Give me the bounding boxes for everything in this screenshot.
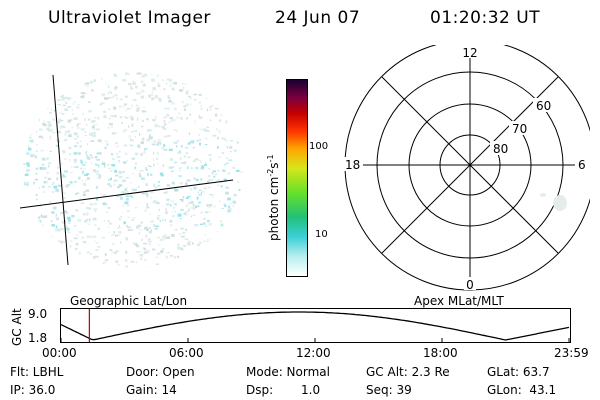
colorbar-tick-100: 100 — [309, 141, 329, 152]
xtick-0600: 06:00 — [169, 346, 204, 360]
instrument-title: Ultraviolet Imager — [48, 8, 211, 28]
altitude-curve — [60, 311, 570, 341]
colorbar-unit-label: photon cm-2s-1 — [266, 154, 281, 241]
mode-info: Mode: Normal — [246, 365, 330, 379]
xtick-2359: 23:59 — [554, 346, 589, 360]
mlt-label-18: 18 — [345, 158, 360, 172]
seq-info: Seq: 39 — [366, 383, 412, 397]
ip-info: IP: 36.0 — [10, 383, 56, 397]
geo-latitude-line — [19, 179, 234, 209]
mlt-label-0: 0 — [466, 278, 474, 292]
xtick-1800: 18:00 — [423, 346, 458, 360]
altitude-strip-chart — [60, 308, 571, 343]
strip-frame — [60, 308, 571, 343]
mlat-label-70: 70 — [512, 122, 527, 136]
intensity-colorbar — [286, 79, 308, 277]
glon-info: GLon: 43.1 — [487, 383, 557, 397]
xtick-1200: 12:00 — [296, 346, 331, 360]
mlt-label-12: 12 — [462, 46, 477, 60]
geographic-image-panel — [19, 72, 243, 268]
mlt-label-6: 6 — [578, 158, 586, 172]
filter-info: Flt: LBHL — [10, 365, 64, 379]
apex-mlat-mlt-label: Apex MLat/MLT — [414, 294, 504, 308]
mlat-label-60: 60 — [536, 99, 551, 113]
polar-auroral-patch — [540, 193, 567, 211]
date-label: 24 Jun 07 — [275, 8, 361, 28]
polar-mlt-plot: 12 0 18 6 60 70 80 — [341, 45, 590, 292]
strip-axis-title: GC Alt — [10, 308, 24, 346]
geographic-latlon-label: Geographic Lat/Lon — [70, 294, 188, 308]
gc-alt-info: GC Alt: 2.3 Re — [366, 365, 450, 379]
colorbar-tick-10: 10 — [315, 229, 328, 240]
glat-info: GLat: 63.7 — [487, 365, 550, 379]
xtick-0000: 00:00 — [42, 346, 77, 360]
gain-info: Gain: 14 — [126, 383, 177, 397]
door-info: Door: Open — [126, 365, 195, 379]
strip-ymin-label: 1.8 — [28, 331, 48, 345]
auroral-intensity-speckle — [23, 72, 243, 268]
dsp-info-label: Dsp: — [246, 383, 274, 397]
dsp-info-value: 1.0 — [301, 383, 321, 397]
time-label: 01:20:32 UT — [430, 8, 541, 28]
mlat-label-80: 80 — [493, 142, 508, 156]
strip-ymax-label: 9.0 — [28, 307, 48, 321]
geo-meridian-line — [52, 74, 69, 266]
